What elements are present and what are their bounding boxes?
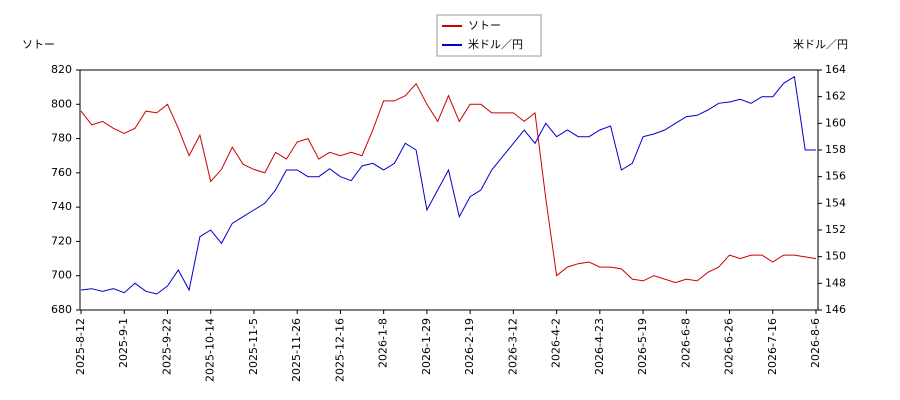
y2-tick-label: 160 [825,116,846,129]
y2-axis-label: 米ドル／円 [793,38,848,51]
x-tick-label: 2025-8-12 [74,318,87,375]
x-tick-label: 2026-7-16 [766,318,779,375]
y2-tick-label: 164 [825,63,846,76]
x-tick-label: 2026-4-2 [550,318,563,368]
y-tick-label: 680 [51,303,72,316]
x-tick-label: 2025-9-1 [117,318,130,368]
legend-box [436,14,542,57]
y2-tick-label: 162 [825,90,846,103]
x-tick-label: 2026-4-23 [593,318,606,375]
y-tick-label: 780 [51,132,72,145]
legend-label: 米ドル／円 [468,38,523,51]
y-tick-label: 800 [51,97,72,110]
y-tick-label: 700 [51,269,72,282]
x-tick-label: 2025-12-16 [333,318,346,382]
x-tick-label: 2026-6-26 [723,318,736,375]
y2-tick-label: 148 [825,276,846,289]
x-tick-label: 2026-6-8 [679,318,692,368]
x-tick-label: 2026-1-29 [420,318,433,375]
y-tick-label: 820 [51,63,72,76]
x-tick-label: 2025-9-22 [160,318,173,375]
x-tick-label: 2025-10-14 [204,318,217,382]
series-line [80,75,816,295]
y-tick-label: 760 [51,166,72,179]
legend-label: ソトー [468,19,501,32]
y2-tick-label: 156 [825,170,846,183]
y-tick-label: 740 [51,200,72,213]
x-tick-label: 2026-1-8 [377,318,390,368]
y-axis-label: ソトー [22,38,55,51]
x-tick-label: 2026-3-12 [506,318,519,375]
x-tick-label: 2026-8-6 [809,318,822,368]
y2-tick-label: 154 [825,196,846,209]
y2-tick-label: 158 [825,143,846,156]
y2-tick-label: 150 [825,250,846,263]
plot-frame [79,69,819,311]
y2-tick-label: 152 [825,223,846,236]
x-tick-label: 2025-11-26 [290,318,303,382]
x-tick-label: 2025-11-5 [247,318,260,375]
y2-tick-label: 146 [825,303,846,316]
series-line [80,82,817,284]
y-tick-label: 720 [51,234,72,247]
x-tick-label: 2026-2-19 [463,318,476,375]
x-tick-label: 2026-5-19 [636,318,649,375]
